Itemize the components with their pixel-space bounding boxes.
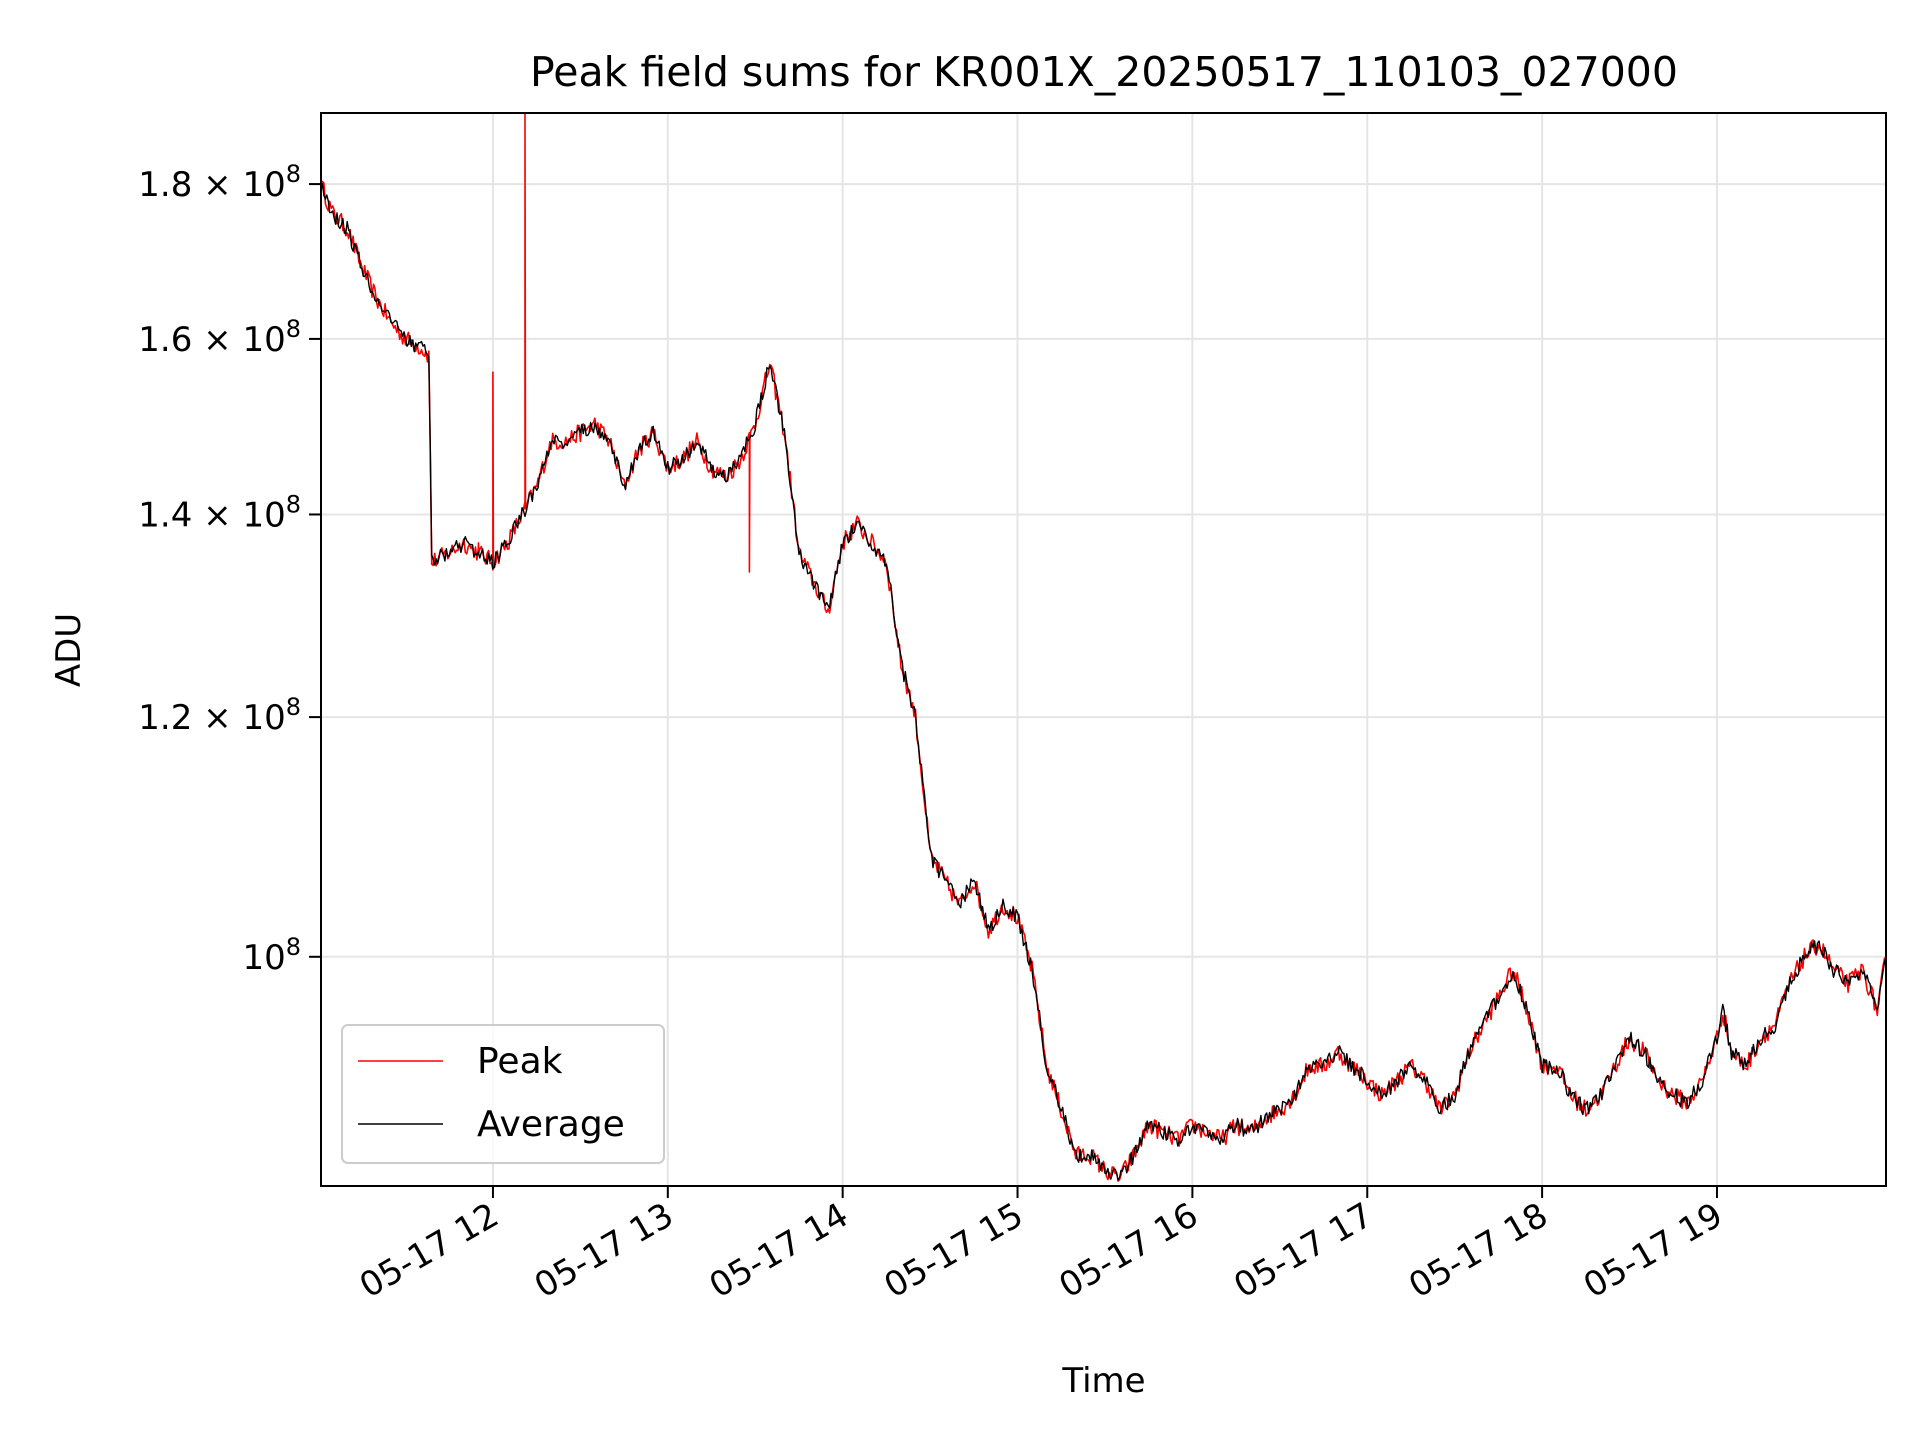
grid [321, 113, 1886, 1186]
x-axis-label: Time [1061, 1361, 1145, 1401]
legend-box [341, 1024, 665, 1164]
legend-label-peak: Peak [477, 1041, 563, 1082]
average-series-line [321, 183, 1886, 1181]
y-tick-label: 1.6 × 108 [138, 315, 301, 360]
y-axis-label: ADU [49, 613, 89, 687]
y-axis: 108 1.2 × 108 1.4 × 108 1.6 × 108 1.8 × 108 [138, 160, 321, 978]
y-tick-label: 108 [242, 933, 301, 978]
legend-label-average: Average [477, 1104, 625, 1145]
chart-title: Peak field sums for KR001X_20250517_1101… [530, 48, 1678, 96]
series-layer [321, 113, 1886, 1182]
plot-frame [320, 112, 1887, 1187]
y-tick-label: 1.2 × 108 [138, 693, 301, 738]
y-tick-label: 1.8 × 108 [138, 160, 301, 205]
y-tick-label: 1.4 × 108 [138, 490, 301, 535]
legend: Peak Average [341, 1024, 665, 1164]
